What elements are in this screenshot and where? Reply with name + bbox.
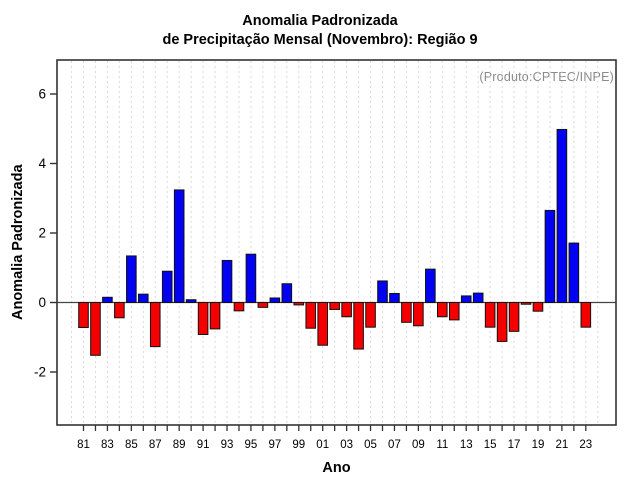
x-tick-label: 89	[173, 439, 186, 451]
bar-07	[389, 292, 400, 303]
bar-13	[460, 295, 472, 303]
x-tick-label: 81	[77, 439, 90, 451]
x-tick-label: 87	[149, 439, 162, 451]
bar-18	[520, 302, 532, 305]
y-tick-label: 6	[38, 87, 46, 102]
bar-10	[425, 268, 436, 304]
bar-21	[556, 128, 568, 303]
bar-93	[221, 259, 233, 304]
bar-01	[317, 302, 328, 346]
bar-85	[126, 255, 137, 303]
x-tick-label: 01	[316, 439, 329, 451]
source-annotation: (Produto:CPTEC/INPE)	[479, 70, 614, 84]
bar-23	[580, 302, 592, 328]
bar-17	[508, 302, 520, 332]
x-tick-label: 85	[125, 439, 138, 451]
x-tick-label: 17	[508, 439, 521, 451]
bar-84	[114, 302, 125, 319]
x-tick-label: 13	[460, 439, 473, 451]
x-tick-label: 93	[221, 439, 234, 451]
chart-title-line2: de Precipitação Mensal (Novembro): Regiã…	[162, 32, 478, 48]
bar-83	[102, 296, 113, 304]
bar-05	[365, 302, 376, 328]
y-tick-label: 2	[38, 226, 46, 241]
bar-08	[401, 302, 412, 323]
x-tick-label: 99	[292, 439, 305, 451]
bar-02	[329, 302, 340, 310]
bar-92	[209, 302, 221, 330]
bar-04	[353, 302, 364, 350]
bar-22	[568, 242, 580, 303]
x-tick-label: 07	[388, 439, 401, 451]
bar-14	[472, 292, 484, 303]
bar-20	[544, 209, 556, 304]
x-tick-label: 95	[245, 439, 258, 451]
y-tick-label: -2	[34, 365, 46, 380]
x-tick-label: 83	[101, 439, 114, 451]
x-tick-label: 23	[579, 439, 592, 451]
bar-95	[245, 253, 257, 303]
x-axis-label: Ano	[322, 460, 351, 476]
bar-87	[149, 302, 161, 348]
chart-title: Anomalia Padronizada de Precipitação Men…	[0, 12, 640, 50]
plot-frame	[56, 59, 617, 426]
bar-91	[197, 302, 209, 335]
bar-81	[78, 302, 89, 329]
x-tick-label: 19	[532, 439, 545, 451]
bar-90	[185, 299, 197, 304]
x-tick-label: 15	[484, 439, 497, 451]
x-tick-label: 21	[556, 439, 569, 451]
bar-86	[138, 293, 149, 304]
x-tick-label: 05	[364, 439, 377, 451]
bar-12	[448, 302, 460, 321]
bar-19	[532, 302, 544, 312]
y-tick-label: 4	[38, 156, 46, 171]
x-tick-label: 97	[268, 439, 281, 451]
x-tick-label: 91	[197, 439, 210, 451]
bar-96	[257, 302, 269, 308]
y-tick-label: 0	[38, 295, 46, 310]
bar-11	[437, 302, 448, 318]
chart-title-line1: Anomalia Padronizada	[242, 13, 398, 29]
bar-89	[173, 189, 185, 303]
x-tick-label: 09	[412, 439, 425, 451]
bar-98	[281, 283, 293, 303]
bar-00	[305, 302, 317, 329]
bar-97	[269, 297, 281, 304]
bar-94	[233, 302, 245, 312]
x-tick-label: 11	[436, 439, 448, 451]
bar-88	[161, 270, 173, 304]
bar-82	[90, 302, 101, 356]
bar-03	[341, 302, 352, 318]
bar-99	[293, 302, 305, 306]
bar-06	[377, 280, 388, 303]
x-tick-label: 03	[340, 439, 353, 451]
bar-16	[496, 302, 508, 342]
bar-09	[413, 302, 424, 327]
bar-15	[484, 302, 496, 328]
